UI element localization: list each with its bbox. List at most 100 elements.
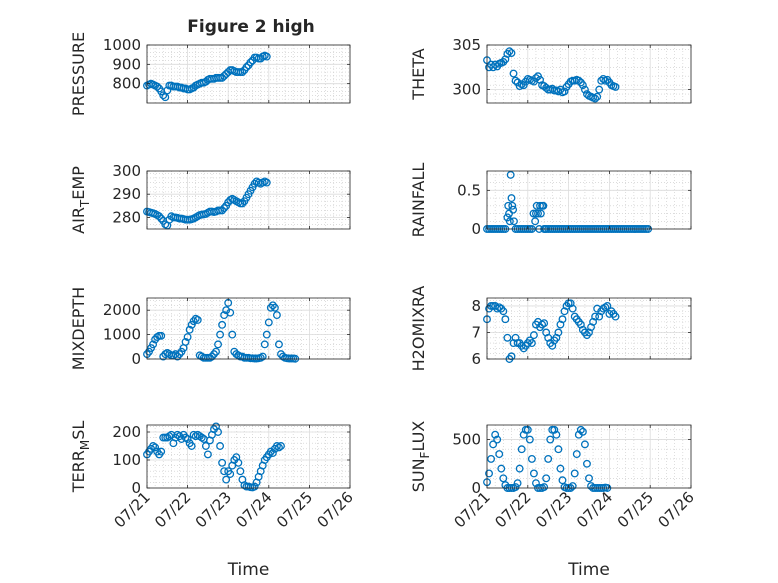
data-point xyxy=(159,91,168,100)
data-point xyxy=(214,428,222,436)
y-tick-label: 0 xyxy=(131,479,141,497)
data-point xyxy=(185,325,194,334)
axes-box xyxy=(486,44,692,104)
x-tick-label: 07/22 xyxy=(151,488,194,531)
y-tick-label: 800 xyxy=(112,75,141,93)
data-point xyxy=(511,483,520,491)
data-point xyxy=(585,474,593,483)
x-tick-label: 07/25 xyxy=(614,488,657,531)
data-point xyxy=(558,315,567,324)
data-point xyxy=(554,328,563,337)
data-point xyxy=(216,442,225,450)
data-point xyxy=(507,49,516,57)
data-point xyxy=(529,469,538,478)
data-point xyxy=(175,350,184,359)
data-point xyxy=(499,474,508,483)
data-point xyxy=(558,476,567,485)
y-axis-label: RAINFALL xyxy=(409,163,428,238)
data-point xyxy=(536,209,545,218)
data-point xyxy=(576,425,585,434)
data-point xyxy=(218,206,227,215)
data-point xyxy=(491,430,500,439)
data-point xyxy=(258,352,267,361)
data-point xyxy=(260,340,269,349)
data-point xyxy=(568,304,577,313)
y-axis-label: AIRTEMP xyxy=(69,166,92,234)
y-axis-label-main: THETA xyxy=(409,48,428,100)
data-point xyxy=(268,449,277,457)
data-point xyxy=(238,68,247,77)
data-point xyxy=(218,458,227,467)
x-axis-label: Time xyxy=(227,560,270,580)
y-axis-label: H2OMIXRA xyxy=(409,286,428,372)
data-point xyxy=(499,307,508,316)
subplot-8: 07/2107/2207/2307/2407/2507/260500SUNFLU… xyxy=(409,421,698,580)
axes-background xyxy=(487,171,691,229)
data-point xyxy=(161,93,170,102)
axes-background xyxy=(147,298,350,359)
y-axis-label-main: PRESSURE xyxy=(69,32,88,116)
data-point xyxy=(552,430,561,439)
axes-box xyxy=(146,170,351,230)
y-tick-label: 6 xyxy=(471,350,481,368)
data-point xyxy=(157,331,166,340)
axes-box xyxy=(486,424,692,489)
data-point xyxy=(519,430,528,439)
y-axis-label-suffix: SL xyxy=(69,421,88,440)
data-point xyxy=(532,74,540,82)
y-tick-label: 900 xyxy=(112,55,141,73)
data-point xyxy=(527,454,536,463)
x-axis-label: Time xyxy=(567,560,610,580)
data-point xyxy=(493,435,502,444)
data-point xyxy=(250,482,259,491)
data-point xyxy=(540,483,549,491)
y-axis-label: TERRMSL xyxy=(69,421,92,494)
data-point xyxy=(527,339,536,348)
subplot-4: 0 0.5 RAINFALL xyxy=(409,163,692,238)
data-point xyxy=(580,85,589,94)
y-tick-label: 290 xyxy=(112,185,141,203)
data-point xyxy=(246,58,255,67)
data-point xyxy=(503,333,512,342)
data-point xyxy=(509,217,518,226)
data-point xyxy=(503,213,512,222)
data-point xyxy=(611,312,620,321)
data-point xyxy=(508,201,517,210)
data-point xyxy=(262,330,271,339)
y-axis-label-main: TERR xyxy=(69,450,88,493)
data-point xyxy=(515,82,524,90)
x-tick-label: 07/25 xyxy=(273,488,316,531)
data-point xyxy=(534,209,542,218)
y-tick-label: 0 xyxy=(471,220,481,238)
data-point xyxy=(155,212,164,221)
data-point xyxy=(220,204,229,213)
data-point xyxy=(163,86,172,95)
data-point xyxy=(173,352,182,361)
data-point xyxy=(149,340,158,349)
y-tick-label: 0 xyxy=(131,350,141,368)
data-point xyxy=(210,350,218,359)
data-point xyxy=(509,69,518,78)
y-tick-label: 100 xyxy=(112,451,141,469)
data-point xyxy=(226,308,235,317)
data-point xyxy=(513,479,522,488)
data-point xyxy=(556,464,565,473)
y-axis-label-subscript: F xyxy=(418,451,432,458)
data-point xyxy=(234,458,243,467)
y-tick-label: 500 xyxy=(452,431,481,449)
data-point xyxy=(529,331,538,340)
data-point xyxy=(505,217,514,226)
y-axis-label-suffix: EMP xyxy=(69,166,88,200)
data-point xyxy=(495,450,504,459)
data-point xyxy=(203,450,212,459)
y-tick-label: 280 xyxy=(112,208,141,226)
data-point xyxy=(277,442,285,450)
data-point xyxy=(539,201,548,210)
x-tick-label: 07/23 xyxy=(192,488,235,531)
data-point xyxy=(149,442,158,450)
y-axis-label-subscript: M xyxy=(78,440,92,450)
y-axis-label-subscript: T xyxy=(78,199,92,208)
data-point xyxy=(497,464,506,473)
data-point xyxy=(568,482,577,491)
